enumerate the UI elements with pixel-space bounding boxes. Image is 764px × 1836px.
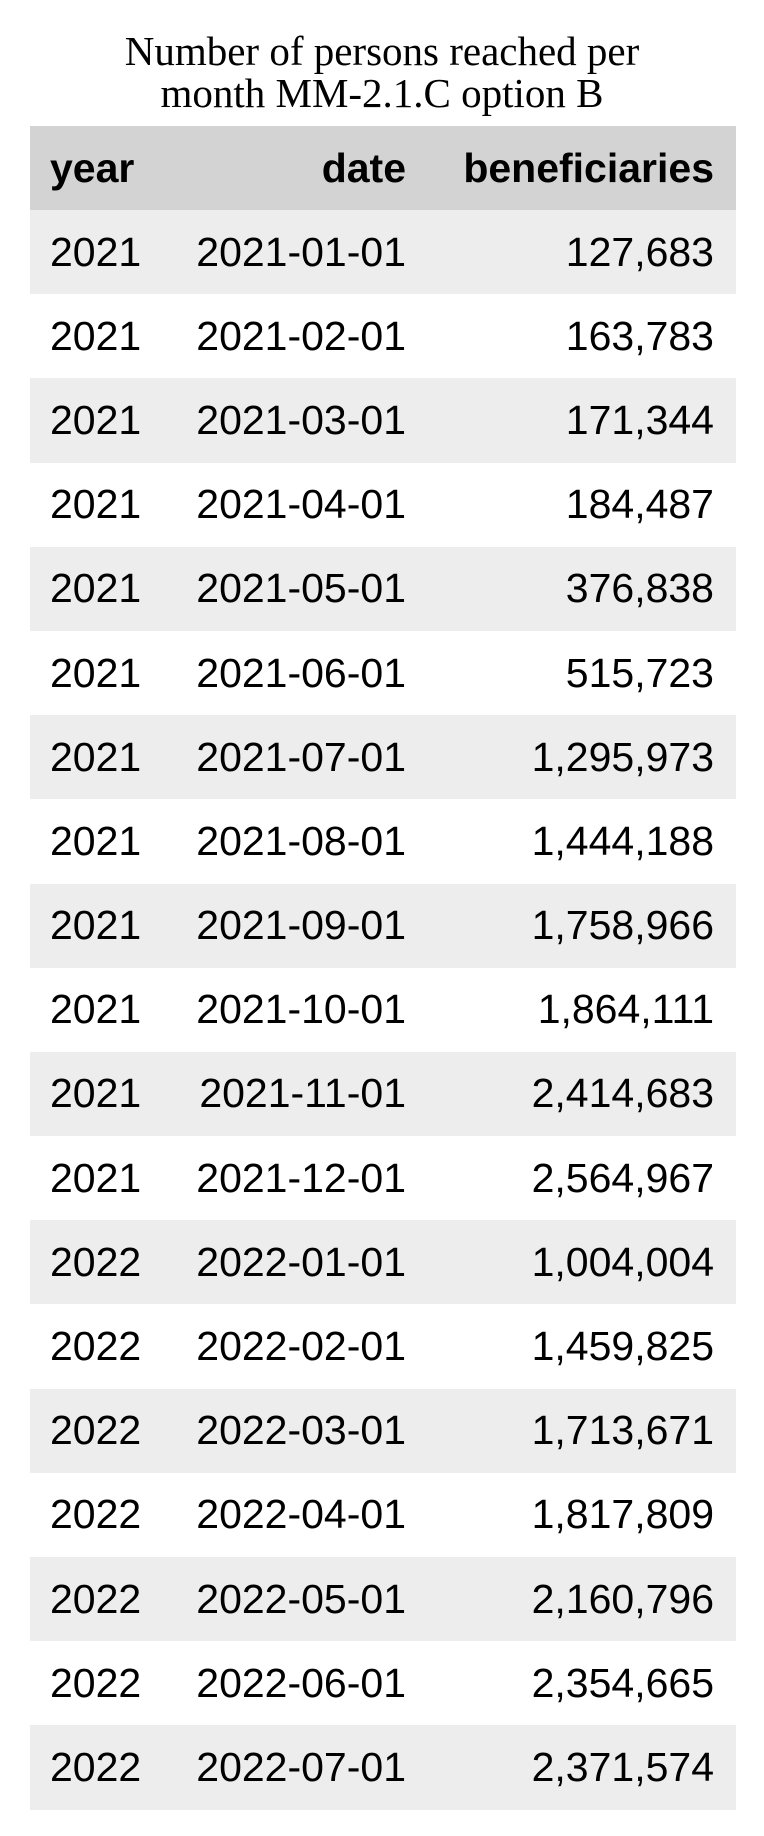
cell-date: 2021-12-01 (196, 1154, 406, 1201)
table-title-line-1: Number of persons reached per (124, 28, 640, 74)
table-title-line-2: month MM-2.1.C option B (160, 70, 604, 116)
table-row: 2022 2022-01-01 1,004,004 (30, 1220, 736, 1305)
column-header-date: date (321, 144, 406, 191)
cell-beneficiaries: 184,487 (565, 481, 714, 528)
cell-date: 2022-03-01 (196, 1407, 406, 1454)
table-row: 2022 2022-02-01 1,459,825 (30, 1304, 736, 1389)
cell-year: 2021 (50, 1154, 142, 1201)
cell-date: 2021-02-01 (196, 312, 406, 359)
cell-date: 2022-04-01 (196, 1491, 406, 1538)
column-header-beneficiaries: beneficiaries (463, 144, 714, 191)
table-title: Number of persons reached per month MM-2… (0, 30, 764, 114)
table-row: 2021 2021-09-01 1,758,966 (30, 883, 736, 968)
cell-date: 2021-04-01 (196, 481, 406, 528)
cell-beneficiaries: 2,564,967 (531, 1154, 714, 1201)
cell-beneficiaries: 2,414,683 (531, 1070, 714, 1117)
cell-date: 2021-06-01 (196, 649, 406, 696)
cell-beneficiaries: 1,864,111 (537, 986, 714, 1033)
cell-beneficiaries: 163,783 (565, 312, 714, 359)
table-row: 2021 2021-12-01 2,564,967 (30, 1136, 736, 1221)
cell-beneficiaries: 1,713,671 (531, 1407, 714, 1454)
table-row: 2022 2022-03-01 1,713,671 (30, 1388, 736, 1473)
cell-beneficiaries: 1,004,004 (531, 1238, 714, 1285)
cell-year: 2022 (50, 1238, 142, 1285)
cell-beneficiaries: 2,160,796 (531, 1575, 714, 1622)
cell-year: 2022 (50, 1659, 142, 1706)
table-row: 2021 2021-05-01 376,838 (30, 546, 736, 631)
cell-date: 2022-06-01 (196, 1659, 406, 1706)
cell-date: 2022-05-01 (196, 1575, 406, 1622)
cell-date: 2021-10-01 (196, 986, 406, 1033)
cell-beneficiaries: 2,371,574 (531, 1743, 714, 1790)
cell-year: 2021 (50, 565, 142, 612)
cell-year: 2021 (50, 649, 142, 696)
cell-year: 2021 (50, 817, 142, 864)
cell-year: 2021 (50, 396, 142, 443)
cell-beneficiaries: 171,344 (565, 396, 714, 443)
cell-date: 2021-07-01 (196, 733, 406, 780)
table-row: 2021 2021-06-01 515,723 (30, 630, 736, 716)
cell-date: 2021-09-01 (196, 902, 406, 949)
cell-year: 2022 (50, 1491, 142, 1538)
cell-date: 2021-08-01 (196, 817, 406, 864)
table-row: 2022 2022-05-01 2,160,796 (30, 1557, 736, 1642)
table-row: 2021 2021-02-01 163,783 (30, 294, 736, 379)
cell-date: 2021-01-01 (196, 228, 406, 275)
cell-beneficiaries: 1,758,966 (531, 902, 714, 949)
table-row: 2021 2021-03-01 171,344 (30, 378, 736, 463)
cell-beneficiaries: 376,838 (565, 565, 714, 612)
table-header-row: year date beneficiaries (30, 126, 736, 210)
cell-year: 2022 (50, 1743, 142, 1790)
cell-year: 2021 (50, 312, 142, 359)
table-row: 2021 2021-08-01 1,444,188 (30, 799, 736, 884)
table-row: 2022 2022-07-01 2,371,574 (30, 1725, 736, 1810)
cell-date: 2021-03-01 (196, 396, 406, 443)
cell-year: 2021 (50, 733, 142, 780)
cell-beneficiaries: 1,459,825 (531, 1323, 714, 1370)
cell-year: 2022 (50, 1407, 142, 1454)
table-row: 2021 2021-10-01 1,864,111 (30, 967, 736, 1052)
cell-year: 2022 (50, 1575, 142, 1622)
cell-date: 2022-02-01 (196, 1323, 406, 1370)
cell-beneficiaries: 2,354,665 (531, 1659, 714, 1706)
table-row: 2021 2021-11-01 2,414,683 (30, 1051, 736, 1137)
table-row: 2021 2021-07-01 1,295,973 (30, 715, 736, 800)
cell-beneficiaries: 1,295,973 (531, 733, 714, 780)
cell-beneficiaries: 1,444,188 (531, 817, 714, 864)
cell-year: 2021 (50, 1070, 142, 1117)
cell-year: 2021 (50, 986, 142, 1033)
cell-beneficiaries: 1,817,809 (531, 1491, 714, 1538)
table-row: 2022 2022-04-01 1,817,809 (30, 1472, 736, 1557)
table-row: 2022 2022-06-01 2,354,665 (30, 1641, 736, 1726)
cell-year: 2022 (50, 1323, 142, 1370)
cell-date: 2021-05-01 (196, 565, 406, 612)
column-header-year: year (50, 144, 135, 191)
cell-year: 2021 (50, 481, 142, 528)
cell-beneficiaries: 127,683 (565, 228, 714, 275)
cell-beneficiaries: 515,723 (565, 649, 714, 696)
cell-year: 2021 (50, 902, 142, 949)
data-table: year date beneficiaries 2021 2021-01-01 12… (30, 126, 736, 1810)
cell-year: 2021 (50, 228, 142, 275)
cell-date: 2022-07-01 (196, 1743, 406, 1790)
table-row: 2021 2021-04-01 184,487 (30, 462, 736, 547)
table-row: 2021 2021-01-01 127,683 (30, 210, 736, 295)
cell-date: 2022-01-01 (196, 1238, 406, 1285)
cell-date: 2021-11-01 (199, 1070, 406, 1117)
